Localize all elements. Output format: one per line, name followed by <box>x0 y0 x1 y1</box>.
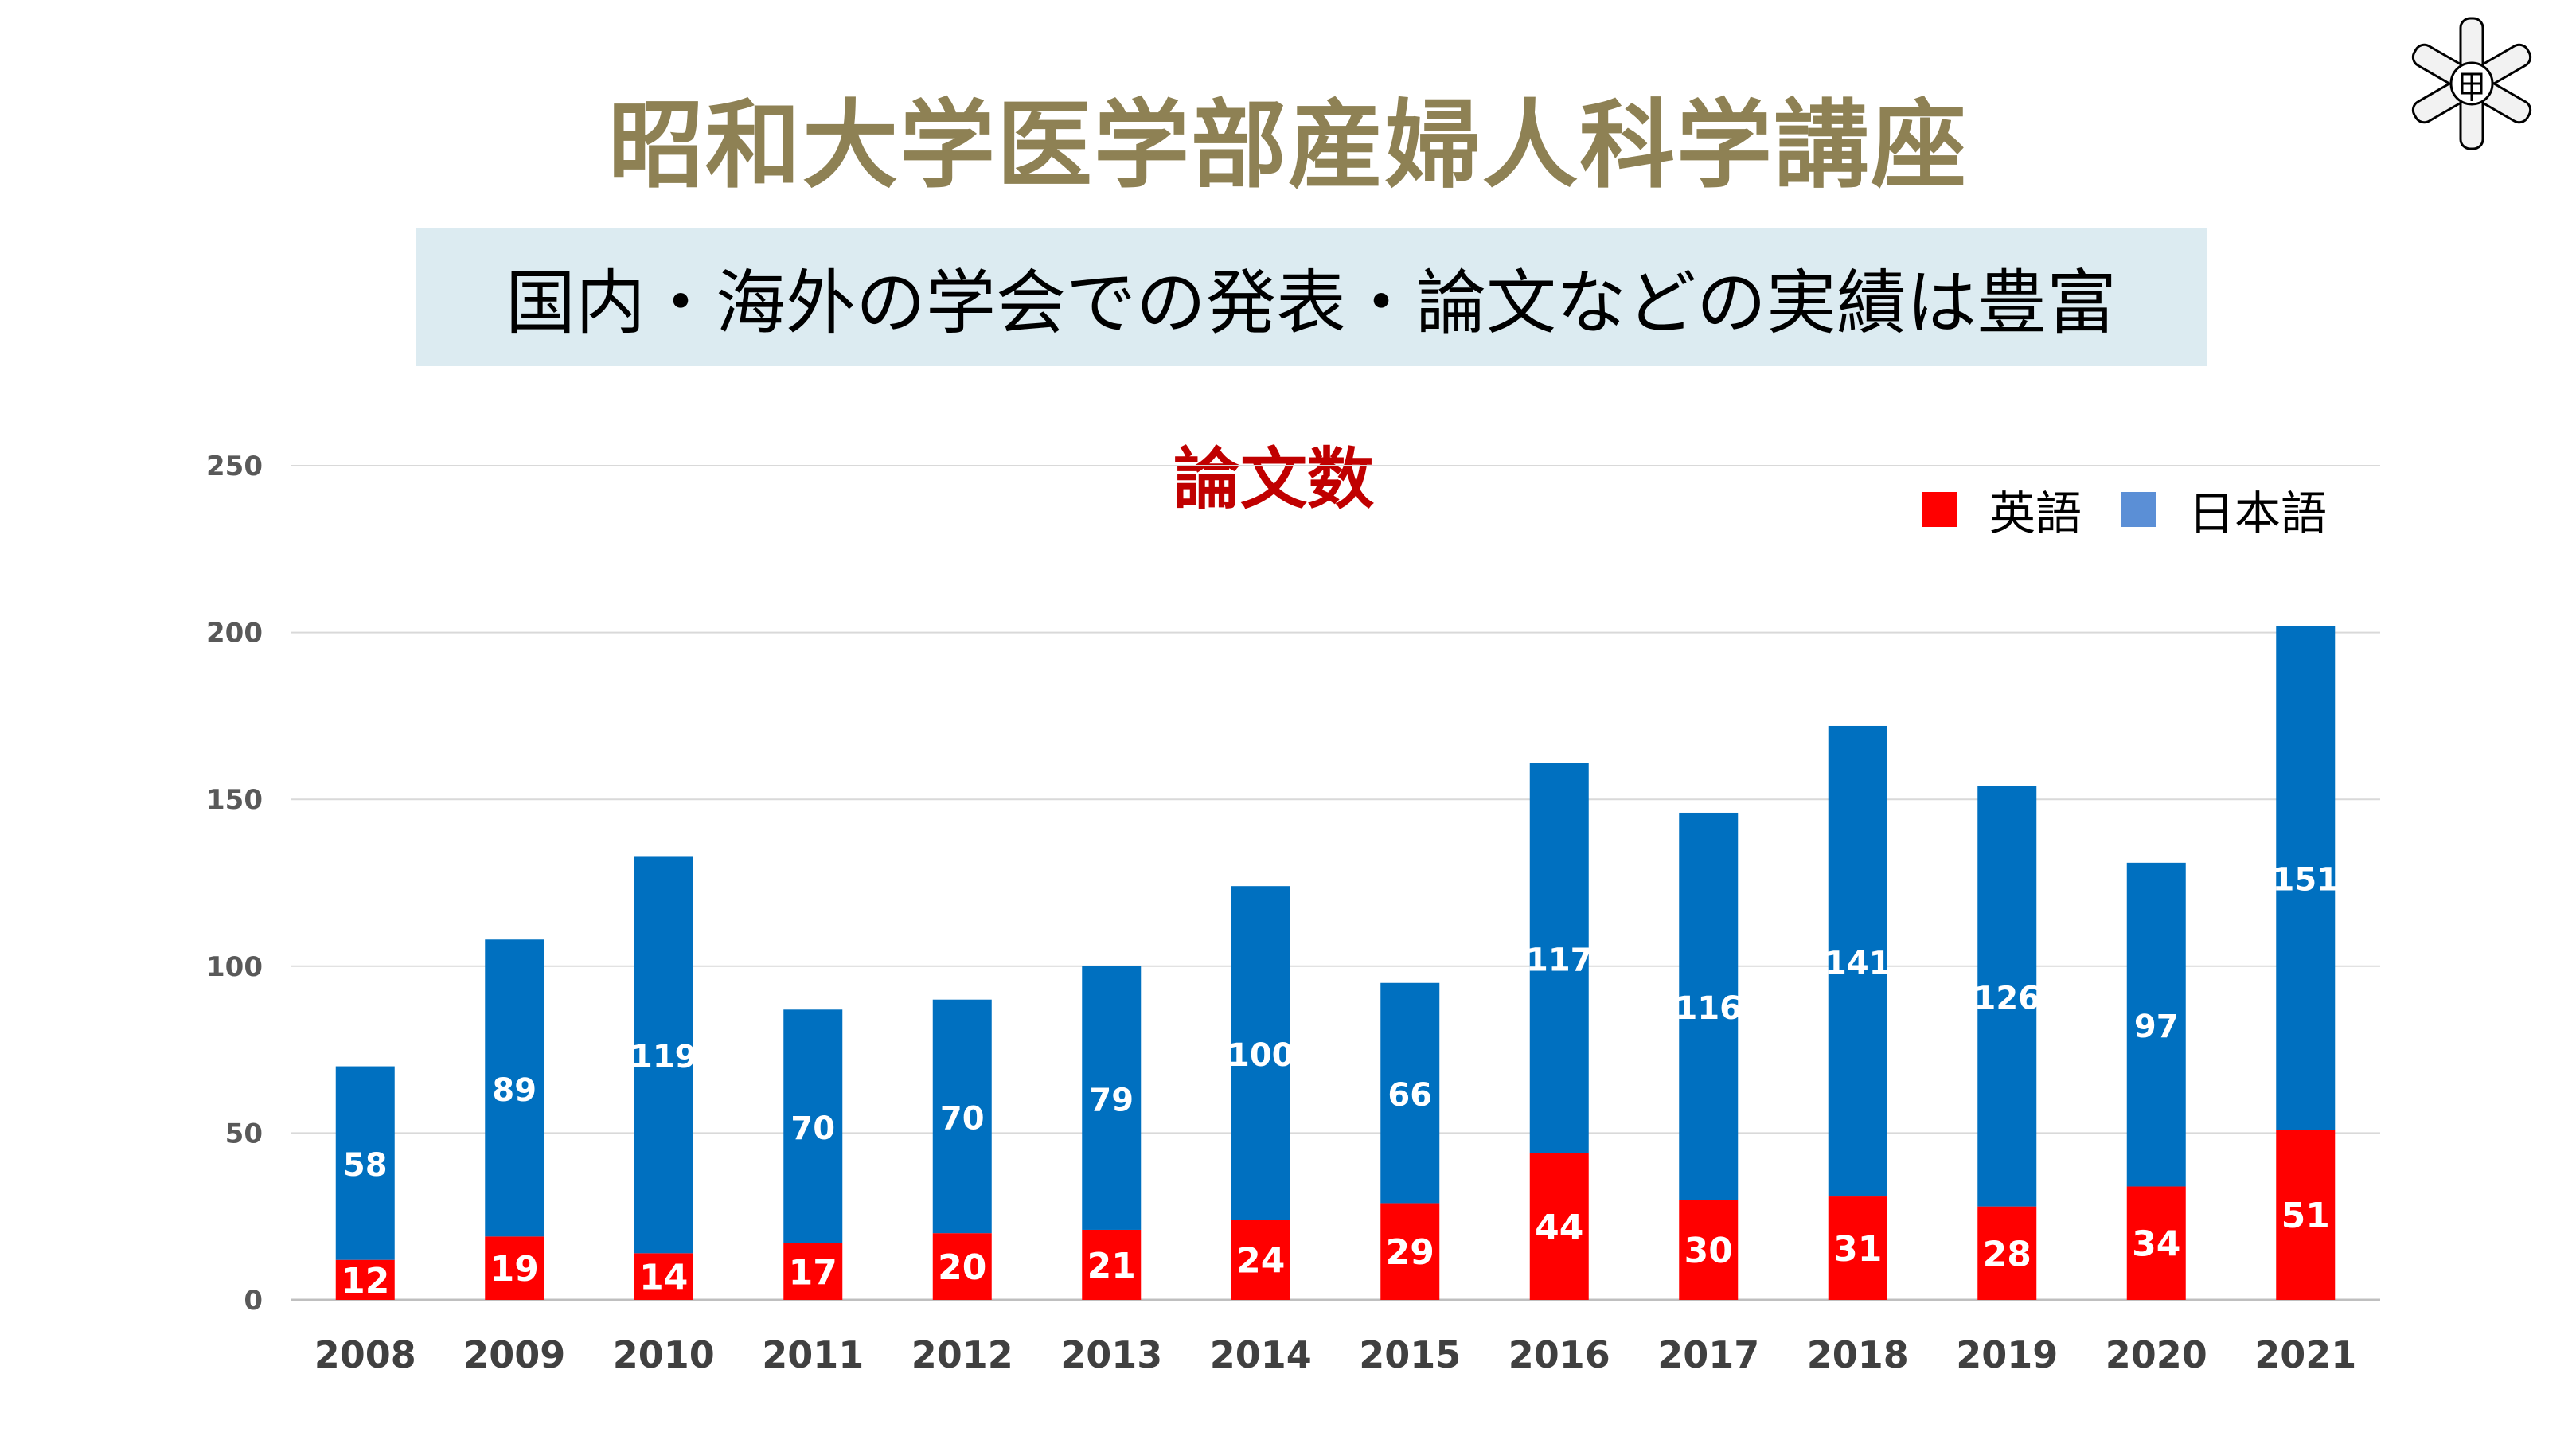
x-tick-label: 2017 <box>1657 1333 1759 1376</box>
data-label-english: 30 <box>1684 1231 1733 1271</box>
data-label-japanese: 70 <box>940 1100 985 1137</box>
bar-english <box>1679 1200 1739 1300</box>
data-label-japanese: 126 <box>1974 981 2041 1017</box>
crest-icon <box>2411 17 2532 150</box>
data-label-japanese: 79 <box>1089 1082 1134 1118</box>
bar-japanese <box>634 856 693 1254</box>
x-tick-label: 2013 <box>1060 1333 1162 1376</box>
data-label-english: 29 <box>1386 1232 1434 1273</box>
bar-japanese <box>932 999 992 1234</box>
bar-japanese <box>335 1066 395 1260</box>
legend-swatch-japanese <box>2121 492 2157 527</box>
bar-japanese <box>1679 812 1739 1200</box>
bar-english <box>335 1259 395 1300</box>
data-label-japanese: 66 <box>1388 1077 1432 1114</box>
bar-english <box>783 1243 843 1300</box>
bar-japanese <box>1828 725 1887 1197</box>
data-label-japanese: 70 <box>790 1110 835 1147</box>
bar-japanese <box>485 939 544 1237</box>
data-label-english: 28 <box>1983 1234 2032 1274</box>
y-tick-label: 150 <box>206 784 263 816</box>
bar-japanese <box>2126 862 2186 1187</box>
bar-english <box>2126 1186 2186 1300</box>
x-tick-label: 2008 <box>314 1333 416 1376</box>
data-label-english: 20 <box>938 1247 986 1288</box>
data-label-japanese: 119 <box>630 1039 697 1075</box>
data-label-english: 19 <box>490 1249 539 1290</box>
data-label-english: 12 <box>341 1261 389 1301</box>
legend-swatch-english <box>1922 492 1957 527</box>
legend-item-english: 英語 <box>1922 476 2082 543</box>
legend-label-english: 英語 <box>1989 486 2082 540</box>
data-label-english: 21 <box>1087 1246 1136 1286</box>
chart-title: 論文数 <box>1173 440 1374 518</box>
x-tick-label: 2021 <box>2254 1333 2356 1376</box>
x-tick-label: 2014 <box>1210 1333 1312 1376</box>
x-tick-label: 2018 <box>1807 1333 1909 1376</box>
bar-english <box>634 1253 693 1300</box>
y-tick-label: 250 <box>206 451 263 482</box>
data-label-japanese: 117 <box>1526 942 1593 978</box>
bar-japanese <box>1380 982 1440 1204</box>
data-label-english: 24 <box>1236 1241 1285 1282</box>
x-tick-label: 2010 <box>613 1333 715 1376</box>
x-tick-label: 2016 <box>1509 1333 1610 1376</box>
data-label-english: 51 <box>2281 1196 2330 1236</box>
data-label-japanese: 97 <box>2134 1009 2179 1045</box>
y-tick-label: 100 <box>206 951 263 983</box>
y-tick-label: 0 <box>244 1285 263 1317</box>
bar-japanese <box>1231 886 1290 1220</box>
data-label-japanese: 100 <box>1228 1037 1294 1074</box>
bar-english <box>1231 1220 1290 1300</box>
bar-japanese <box>1529 763 1589 1153</box>
bar-english <box>1977 1206 2037 1300</box>
x-tick-label: 2011 <box>762 1333 864 1376</box>
bar-english <box>1828 1196 1887 1300</box>
bar-english <box>485 1236 544 1300</box>
y-tick-label: 200 <box>206 618 263 650</box>
data-label-english: 44 <box>1535 1208 1583 1248</box>
summary-banner: 国内・海外の学会での発表・論文などの実績は豊富 <box>416 228 2207 366</box>
x-tick-label: 2012 <box>911 1333 1013 1376</box>
data-label-english: 31 <box>1833 1229 1882 1270</box>
data-label-japanese: 141 <box>1825 946 1891 982</box>
chart-legend: 英語 日本語 <box>1922 478 2367 541</box>
data-label-japanese: 116 <box>1676 990 1743 1027</box>
bar-english <box>1082 1229 1142 1300</box>
x-tick-label: 2009 <box>463 1333 565 1376</box>
data-label-english: 34 <box>2132 1224 2180 1265</box>
bar-english <box>932 1233 992 1300</box>
bar-japanese <box>1977 786 2037 1207</box>
data-label-japanese: 58 <box>343 1147 388 1184</box>
bar-japanese <box>783 1009 843 1243</box>
page-title: 昭和大学医学部産婦人科学講座 <box>608 91 1968 201</box>
data-label-japanese: 89 <box>492 1072 537 1109</box>
bar-japanese <box>2276 626 2336 1130</box>
x-tick-label: 2020 <box>2106 1333 2207 1376</box>
data-label-english: 14 <box>639 1258 688 1298</box>
bar-english <box>2276 1130 2336 1300</box>
legend-label-japanese: 日本語 <box>2188 486 2328 540</box>
legend-item-japanese: 日本語 <box>2121 476 2327 543</box>
x-tick-label: 2019 <box>1956 1333 2058 1376</box>
y-tick-label: 50 <box>225 1118 263 1149</box>
data-label-japanese: 151 <box>2273 862 2340 899</box>
bar-english <box>1529 1153 1589 1300</box>
bar-english <box>1380 1203 1440 1300</box>
data-label-english: 17 <box>789 1252 837 1293</box>
x-tick-label: 2015 <box>1359 1333 1461 1376</box>
bar-japanese <box>1082 966 1142 1230</box>
university-crest-logo <box>2411 17 2532 150</box>
